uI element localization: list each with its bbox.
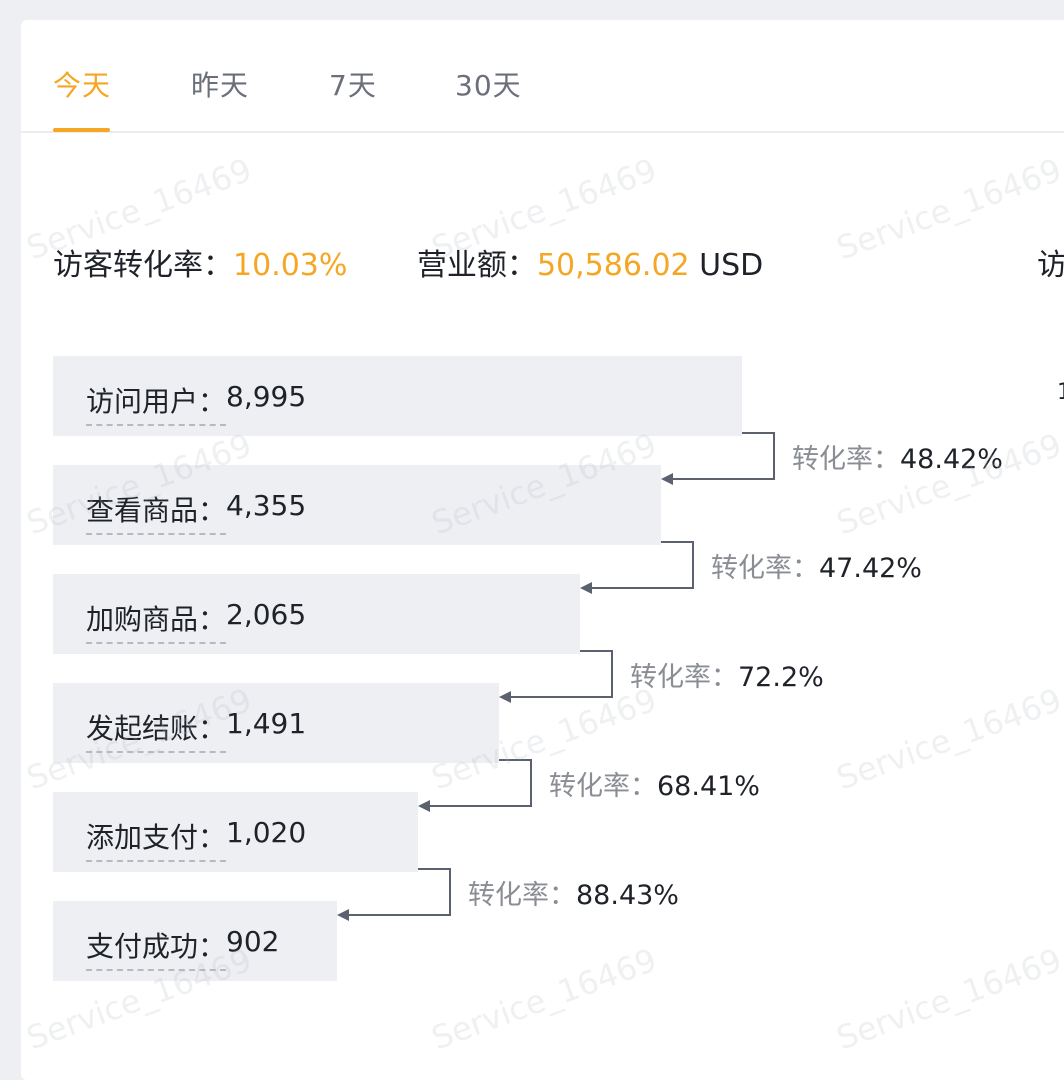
funnel-step-name[interactable]: 加购商品： (86, 598, 227, 644)
funnel-step-name[interactable]: 支付成功： (86, 925, 227, 971)
revenue-metric: 营业额：50,586.02 USD (417, 240, 763, 284)
summary-cut-off-text: 访 (1037, 248, 1064, 283)
conversion-connector (507, 650, 613, 698)
conversion-rate-label: 转化率： (792, 444, 900, 475)
funnel-step-name[interactable]: 查看商品： (86, 489, 227, 535)
funnel-step-label: 添加支付： 1,020 (86, 816, 306, 862)
tab-today[interactable]: 今天 (53, 69, 112, 102)
conversion-rate: 转化率：48.42% (792, 437, 1003, 476)
tab-30-days[interactable]: 30天 (455, 69, 522, 102)
revenue-label: 营业额： (416, 248, 537, 283)
conversion-rate-label: 转化率： (549, 771, 657, 802)
conversion-rate-value: 68.41% (657, 771, 760, 802)
tab-7-days[interactable]: 7天 (329, 69, 377, 102)
funnel-step-bar: 访问用户： 8,995 (53, 356, 742, 436)
arrow-left-icon (580, 582, 592, 594)
funnel-step-bar: 添加支付： 1,020 (53, 792, 418, 872)
funnel-step-value: 1,020 (226, 816, 307, 849)
conversion-rate: 转化率：72.2% (630, 655, 824, 694)
funnel-step-label: 发起结账： 1,491 (86, 707, 306, 753)
summary-metrics: 访客转化率：10.03% 营业额：50,586.02 USD (53, 240, 823, 284)
funnel-step-label: 查看商品： 4,355 (86, 489, 306, 535)
conversion-connector (669, 432, 775, 480)
arrow-left-icon (337, 909, 349, 921)
arrow-left-icon (499, 691, 511, 703)
funnel-card: 今天 昨天 7天 30天 访客转化率：10.03% 营业额：50,586.02 … (21, 20, 1064, 1080)
conversion-rate: 转化率：68.41% (549, 764, 760, 803)
conversion-rate-label: 转化率： (630, 662, 738, 693)
funnel-step-name[interactable]: 添加支付： (86, 816, 227, 862)
funnel-step-label: 支付成功： 902 (86, 925, 279, 971)
visitor-conversion-metric: 访客转化率：10.03% (53, 240, 347, 284)
funnel-step-bar: 加购商品： 2,065 (53, 574, 580, 654)
conversion-rate-label: 转化率： (468, 880, 576, 911)
visitor-conversion-label: 访客转化率： (53, 248, 233, 283)
funnel-step-value: 8,995 (226, 380, 307, 413)
funnel-step-bar: 查看商品： 4,355 (53, 465, 661, 545)
funnel-step-value: 1,491 (226, 707, 307, 740)
funnel-connectors (337, 432, 775, 921)
arrow-left-icon (661, 473, 673, 485)
conversion-rate-value: 72.2% (738, 662, 824, 693)
active-tab-indicator (53, 128, 110, 132)
date-range-tabs: 今天 昨天 7天 30天 (21, 20, 1064, 133)
conversion-rate-value: 47.42% (819, 553, 922, 584)
revenue-currency: USD (699, 248, 764, 283)
funnel-step-value: 902 (226, 925, 280, 958)
conversion-connector (345, 868, 451, 916)
funnel-step-name[interactable]: 发起结账： (86, 707, 227, 753)
conversion-rate: 转化率：47.42% (711, 546, 922, 585)
offscreen-label-stub: 1 (1057, 380, 1064, 405)
funnel-step-label: 加购商品： 2,065 (86, 598, 306, 644)
revenue-value: 50,586.02 (536, 248, 690, 283)
funnel-step-label: 访问用户： 8,995 (86, 380, 306, 426)
funnel-step-name[interactable]: 访问用户： (86, 380, 227, 426)
visitor-conversion-value: 10.03% (233, 248, 348, 283)
funnel-step-bar: 支付成功： 902 (53, 901, 337, 981)
funnel-step-value: 4,355 (226, 489, 307, 522)
conversion-rate-value: 88.43% (576, 880, 679, 911)
conversion-rate-value: 48.42% (900, 444, 1003, 475)
arrow-left-icon (418, 800, 430, 812)
conversion-connector (588, 541, 694, 589)
conversion-rate-label: 转化率： (711, 553, 819, 584)
conversion-connector (426, 759, 532, 807)
conversion-rate: 转化率：88.43% (468, 873, 679, 912)
tab-yesterday[interactable]: 昨天 (191, 69, 250, 102)
funnel-step-bar: 发起结账： 1,491 (53, 683, 499, 763)
funnel-step-value: 2,065 (226, 598, 307, 631)
